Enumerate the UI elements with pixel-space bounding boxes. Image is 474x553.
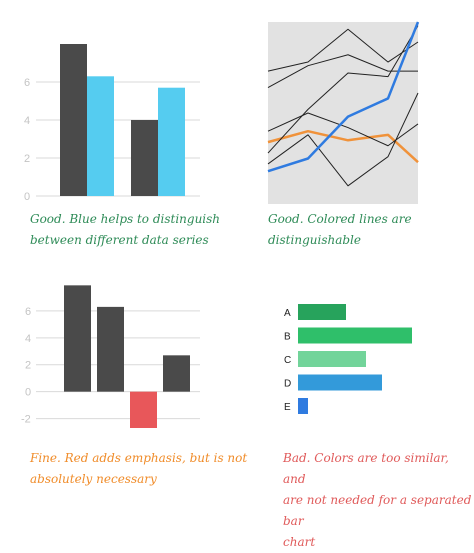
caption-red-bars: Fine. Red adds emphasis, but is not abso… [30, 451, 248, 486]
y-tick-label: 4 [25, 333, 31, 345]
bar [97, 306, 124, 392]
bar [64, 285, 91, 392]
y-tick-label: 6 [25, 306, 31, 318]
bar [298, 351, 366, 367]
bar [298, 398, 308, 414]
series-line [267, 21, 420, 173]
plot-background [268, 22, 418, 204]
chart-colored-lines-svg [267, 21, 420, 204]
y-tick-label: 0 [24, 191, 30, 203]
bar [130, 391, 157, 428]
chart-colored-lines [267, 21, 420, 204]
chart-grouped-bars-svg: 0 2 4 6 [24, 44, 200, 203]
bar [87, 76, 114, 196]
y-tick-label: -2 [21, 414, 31, 426]
category-label: E [284, 402, 291, 413]
bar [158, 87, 185, 196]
caption-blue-bars: Good. Blue helps to distinguish between … [30, 212, 221, 247]
bar [131, 120, 158, 196]
bar [298, 327, 412, 344]
chart-red-emphasis: -2 0 2 4 6 [20, 280, 220, 440]
category-label: B [284, 332, 291, 343]
series-line [267, 129, 419, 164]
chart-horizontal-bars: A B C D E [278, 300, 428, 418]
y-tick-label: 6 [24, 77, 30, 89]
bar [60, 44, 87, 196]
y-tick-label: 2 [24, 153, 30, 165]
bar [163, 355, 190, 392]
series-line [267, 25, 419, 154]
caption-colored-lines: Good. Colored lines are distinguishable [268, 212, 412, 247]
category-label: D [284, 379, 291, 390]
series-line [267, 112, 419, 147]
caption-horizontal-bars: Bad. Colors are too similar, and are not… [283, 451, 472, 549]
y-tick-label: 2 [25, 360, 31, 372]
y-tick-label: 4 [24, 115, 30, 127]
series-line [267, 92, 419, 187]
bar [298, 304, 346, 320]
series-line [267, 28, 419, 72]
category-label: A [284, 308, 291, 319]
chart-grouped-bars: 0 2 4 6 [20, 40, 220, 210]
category-label: C [284, 355, 291, 366]
bar [298, 374, 382, 391]
chart-horizontal-bars-svg: A B C D E [284, 304, 412, 414]
y-tick-label: 0 [25, 387, 31, 399]
chart-red-emphasis-svg: -2 0 2 4 6 [21, 285, 200, 428]
